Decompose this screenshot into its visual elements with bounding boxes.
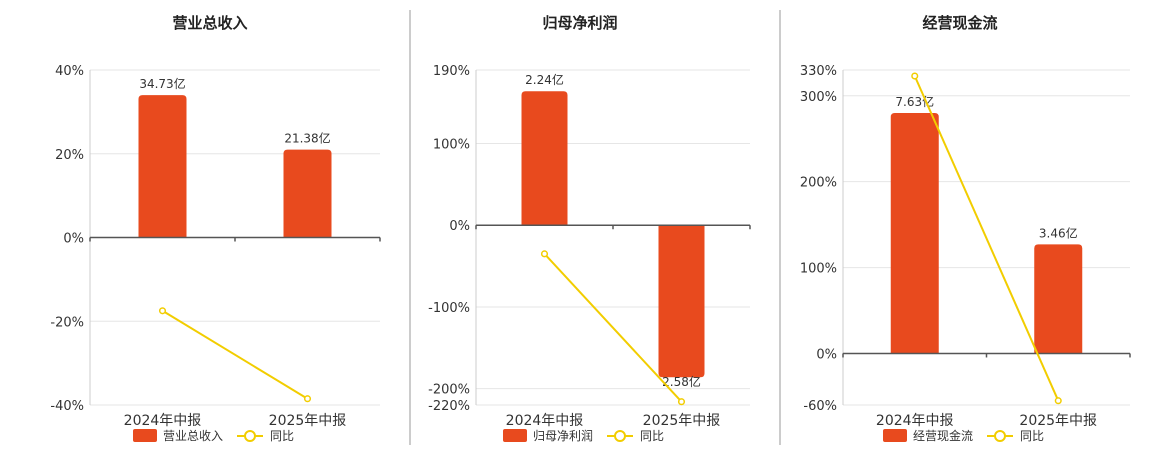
legend-label: 归母净利润 bbox=[533, 429, 593, 443]
bar-data-label: 34.73亿 bbox=[139, 76, 185, 91]
yoy-point bbox=[677, 398, 686, 406]
bar bbox=[283, 149, 332, 238]
bar-data-label: 2.24亿 bbox=[525, 72, 564, 87]
y-tick-label: 300% bbox=[800, 90, 837, 105]
yoy-line bbox=[543, 253, 683, 403]
yoy-point bbox=[540, 250, 549, 258]
y-tick-label: 330% bbox=[800, 64, 837, 79]
legend-swatch-bar bbox=[503, 429, 527, 442]
legend-swatch-point bbox=[244, 430, 256, 442]
x-category-label: 2025年中报 bbox=[1019, 413, 1097, 429]
chart-title: 营业总收入 bbox=[172, 14, 247, 32]
bar bbox=[521, 91, 568, 226]
y-tick-label: 40% bbox=[55, 64, 84, 79]
chart-title: 归母净利润 bbox=[542, 14, 617, 32]
y-tick-label: 200% bbox=[800, 176, 837, 191]
y-tick-label: -20% bbox=[50, 315, 84, 330]
yoy-point bbox=[303, 395, 312, 403]
legend-label: 同比 bbox=[270, 429, 294, 443]
legend-label: 同比 bbox=[1020, 429, 1044, 443]
y-tick-label: 100% bbox=[800, 262, 837, 277]
x-category-label: 2024年中报 bbox=[124, 413, 202, 429]
y-tick-label: -200% bbox=[428, 383, 470, 398]
y-tick-label: -100% bbox=[428, 301, 470, 316]
yoy-point bbox=[158, 307, 167, 315]
y-tick-label: -220% bbox=[428, 399, 470, 414]
y-tick-label: 0% bbox=[816, 347, 837, 362]
bar bbox=[1034, 244, 1083, 354]
y-tick-label: 190% bbox=[433, 64, 470, 79]
y-tick-label: 20% bbox=[55, 148, 84, 163]
x-category-label: 2025年中报 bbox=[643, 413, 721, 429]
legend-label: 营业总收入 bbox=[163, 429, 223, 443]
y-tick-label: -40% bbox=[50, 399, 84, 414]
yoy-point bbox=[1054, 397, 1062, 405]
bar bbox=[658, 225, 705, 378]
legend-swatch-bar bbox=[133, 429, 157, 442]
y-tick-label: 0% bbox=[449, 219, 470, 234]
bar-data-label: 3.46亿 bbox=[1039, 225, 1078, 240]
legend-swatch-bar bbox=[883, 429, 907, 442]
bar-data-label: 21.38亿 bbox=[284, 131, 330, 146]
bar-data-label: 2.58亿 bbox=[662, 374, 701, 389]
legend-label: 经营现金流 bbox=[913, 428, 973, 443]
legend-label: 同比 bbox=[640, 429, 664, 443]
y-tick-label: 100% bbox=[433, 138, 470, 153]
legend-swatch-point bbox=[994, 430, 1006, 442]
yoy-line bbox=[913, 75, 1060, 402]
bar bbox=[138, 95, 187, 238]
y-tick-label: -60% bbox=[803, 399, 837, 414]
yoy-line bbox=[161, 309, 309, 400]
legend-swatch-point bbox=[614, 430, 626, 442]
x-category-label: 2024年中报 bbox=[876, 413, 954, 429]
y-tick-label: 0% bbox=[63, 232, 84, 247]
chart-title: 经营现金流 bbox=[922, 14, 997, 32]
x-category-label: 2024年中报 bbox=[506, 413, 584, 429]
x-category-label: 2025年中报 bbox=[269, 413, 347, 429]
yoy-point bbox=[911, 72, 919, 80]
bar bbox=[890, 112, 939, 354]
